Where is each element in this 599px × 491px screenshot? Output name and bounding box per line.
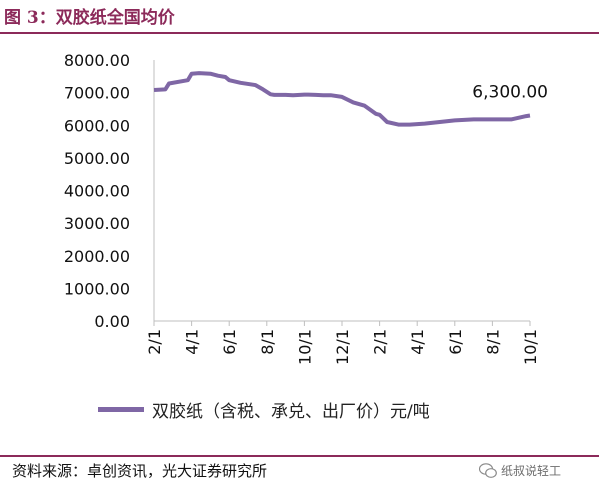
y-tick-label: 0.00 [94,312,130,331]
figure-title: 图 3：双胶纸全国均价 [4,8,175,28]
title-rule [0,32,599,34]
y-tick-label: 1000.00 [64,279,130,298]
watermark-text: 纸叔说轻工 [501,464,562,478]
y-tick-label: 8000.00 [64,51,130,70]
wechat-icon [479,462,497,478]
end-value-label: 6,300.00 [472,82,548,102]
legend: 双胶纸（含税、承兑、出厂价）元/吨 [98,397,430,422]
x-tick-label: 10/1 [521,329,540,365]
x-tick-label: 4/1 [408,329,427,355]
y-tick-label: 3000.00 [64,214,130,233]
y-tick-label: 6000.00 [64,116,130,135]
x-tick-label: 6/1 [446,329,465,355]
source-rule [0,455,599,457]
x-tick-label: 6/1 [220,329,239,355]
source-note: 资料来源：卓创资讯，光大证券研究所 [12,462,268,480]
line-chart: 0.00 1000.00 2000.00 3000.00 4000.00 5000.00 6… [64,51,548,365]
y-tick-label: 4000.00 [64,182,130,201]
series-line [153,71,531,127]
x-tick-label: 8/1 [483,329,502,355]
watermark: 纸叔说轻工 [479,462,561,479]
y-tick-label: 7000.00 [64,84,130,103]
x-tick-label: 8/1 [258,329,277,355]
x-tick-label: 2/1 [145,329,164,355]
x-tick-label: 12/1 [333,329,352,365]
y-tick-label: 5000.00 [64,149,130,168]
legend-label: 双胶纸（含税、承兑、出厂价）元/吨 [152,402,430,422]
x-axis-ticks: 2/1 4/1 6/1 8/1 10/1 12/1 2/1 4/1 6/1 8/1 10/1 [145,321,540,365]
y-axis-tick-labels: 0.00 1000.00 2000.00 3000.00 4000.00 5000.00 6… [64,51,130,331]
x-tick-label: 2/1 [371,329,390,355]
legend-swatch [98,407,144,412]
x-tick-label: 4/1 [183,329,202,355]
x-tick-label: 10/1 [295,329,314,365]
y-tick-label: 2000.00 [64,247,130,266]
